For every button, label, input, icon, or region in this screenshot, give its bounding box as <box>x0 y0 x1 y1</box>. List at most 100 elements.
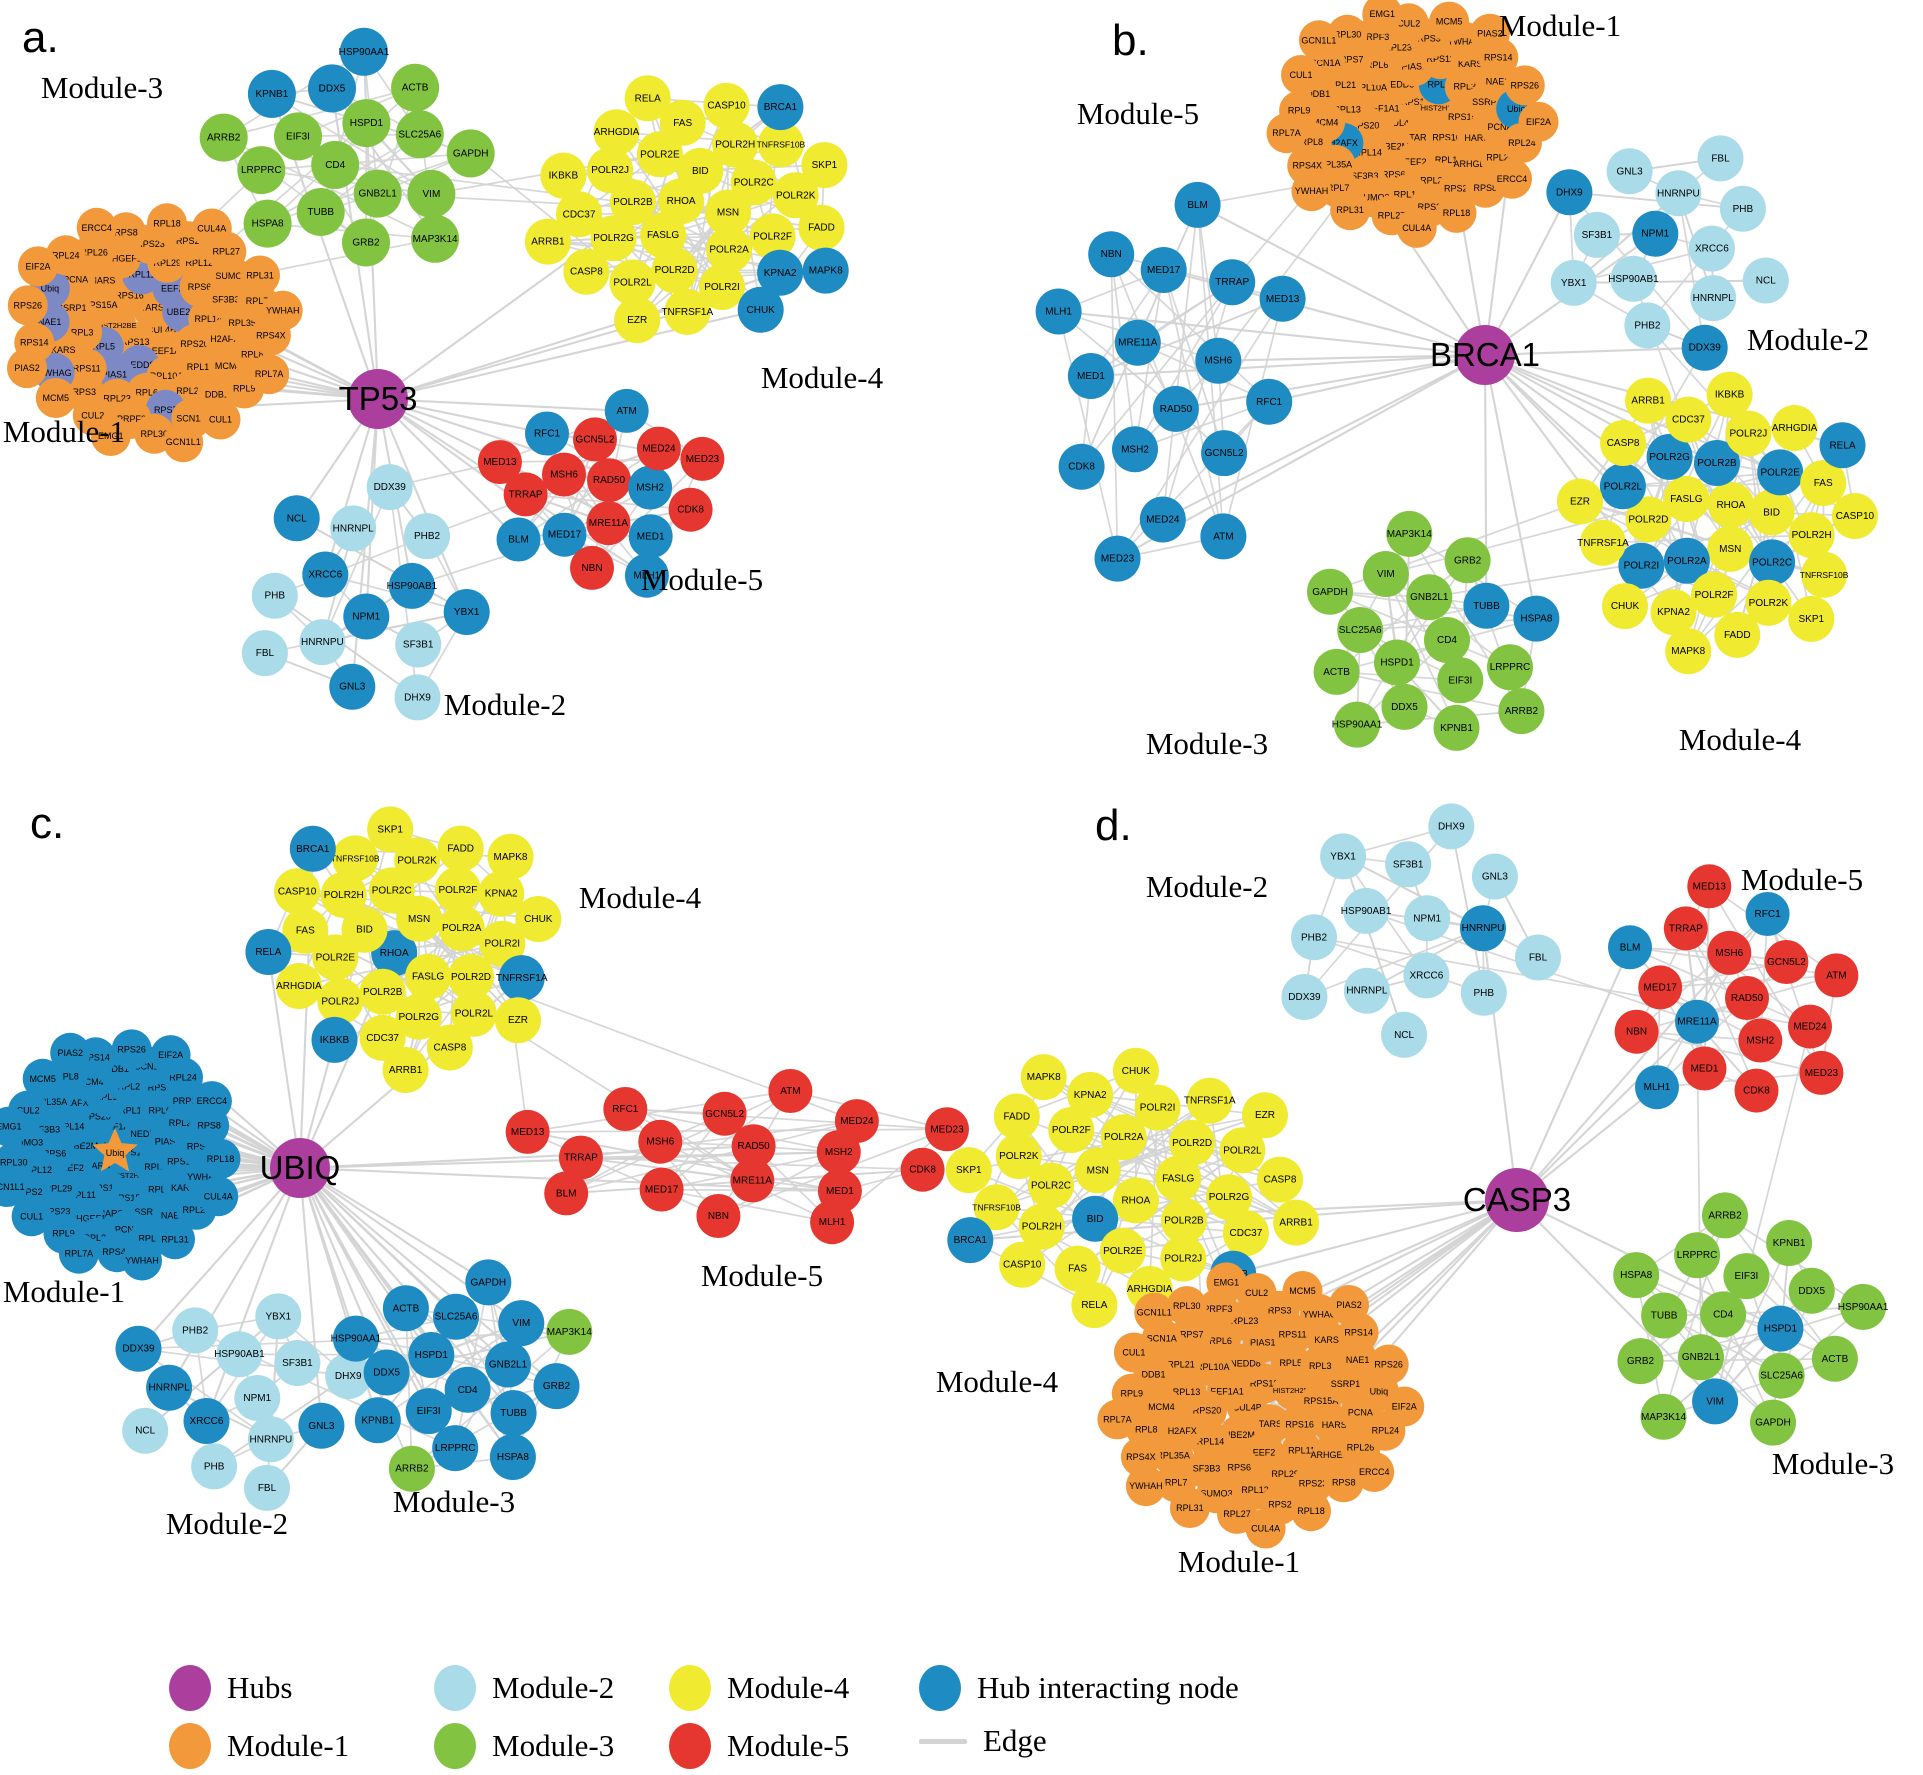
gene-label: CASP8 <box>1607 438 1640 449</box>
gene-label: RPS14 <box>20 338 49 348</box>
gene-node <box>1354 1452 1395 1492</box>
gene-label: POLR2D <box>655 265 695 276</box>
gene-label: POLR2K <box>776 190 816 201</box>
gene-label: TNFRSF10B <box>1800 570 1849 580</box>
gene-node <box>444 1366 491 1413</box>
gene-label: RPL27 <box>213 247 241 257</box>
gene-label: RPS4X <box>1126 1452 1156 1462</box>
module-label: Module-3 <box>393 1484 515 1519</box>
gene-node <box>1257 1156 1303 1203</box>
gene-node <box>1692 1378 1739 1425</box>
gene-label: EIF3I <box>1448 675 1472 686</box>
gene-label: SF3B3 <box>212 294 240 304</box>
gene-label: FBL <box>1529 953 1548 964</box>
gene-node <box>1266 113 1307 154</box>
gene-label: POLR2J <box>1164 1254 1202 1265</box>
gene-node <box>570 545 614 590</box>
gene-label: MCM5 <box>1436 17 1463 27</box>
gene-label: POLR2L <box>1223 1145 1262 1156</box>
gene-label: TRRAP <box>1215 277 1249 288</box>
gene-node <box>1139 496 1186 543</box>
module-label: Module-4 <box>936 1364 1059 1399</box>
gene-label: TRRAP <box>564 1153 598 1164</box>
gene-label: RAD50 <box>1160 404 1193 415</box>
gene-label: CASP10 <box>1003 1260 1042 1271</box>
panel-b-nodes: RAD50 MRE11A MSH6 MSH2 MED17 GCN5L2 MED1 TRRAP M… <box>1035 0 1878 761</box>
gene-label: RPL31 <box>1176 1503 1204 1513</box>
edge <box>661 1090 791 1191</box>
gene-label: RPS2 <box>176 236 200 246</box>
gene-label: PHB <box>1733 204 1754 215</box>
gene-label: MED1 <box>1691 1064 1719 1075</box>
gene-label: DDX39 <box>1689 343 1722 354</box>
gene-node <box>1406 574 1453 621</box>
gene-node <box>490 1390 537 1437</box>
gene-label: RELA <box>255 947 281 958</box>
gene-label: RFC1 <box>534 429 561 440</box>
gene-label: RPL26 <box>80 248 108 258</box>
gene-label: HSP90AB1 <box>1341 906 1392 917</box>
gene-label: RPL7A <box>1103 1414 1132 1424</box>
module-label: Module-3 <box>1772 1446 1894 1481</box>
gene-node <box>603 1087 648 1131</box>
gene-label: MAP3K14 <box>1641 1412 1686 1423</box>
gene-label: RELA <box>1829 440 1855 451</box>
gene-label: POLR2I <box>1624 561 1660 572</box>
gene-label: RPL11 <box>128 270 155 280</box>
gene-label: CD4 <box>1713 1309 1733 1320</box>
gene-label: DDX5 <box>319 83 346 94</box>
gene-node <box>1195 337 1242 384</box>
gene-label: PIAS1 <box>1250 1338 1276 1348</box>
gene-label: MCM4 <box>215 361 242 371</box>
gene-label: SUMO3 <box>215 271 247 281</box>
gene-label: RPL7 <box>246 296 269 306</box>
gene-label: RPL12 <box>186 258 214 268</box>
gene-node <box>1097 1399 1138 1440</box>
gene-node <box>1707 930 1752 975</box>
gene-label: RPL7A <box>255 369 284 379</box>
gene-label: EIF3I <box>286 131 310 142</box>
gene-label: RPL7 <box>138 1233 161 1243</box>
gene-label: RPL3 <box>71 328 94 338</box>
gene-node <box>237 146 286 195</box>
gene-label: PHB <box>265 591 286 602</box>
gene-node <box>404 513 450 560</box>
gene-label: RPL24 <box>1372 1426 1400 1436</box>
gene-node <box>586 501 631 546</box>
gene-label: GCN5L2 <box>1205 448 1244 459</box>
gene-node <box>1071 1282 1118 1329</box>
gene-node <box>1518 101 1559 142</box>
gene-label: SCN1A <box>176 414 206 424</box>
gene-label: NAE1 <box>38 317 62 327</box>
gene-node <box>359 968 406 1015</box>
gene-node <box>1663 906 1708 951</box>
gene-node <box>317 978 364 1025</box>
gene-label: MED24 <box>840 1116 874 1127</box>
gene-node <box>1617 1338 1664 1385</box>
gene-node <box>1632 210 1679 257</box>
gene-node <box>533 1363 580 1410</box>
gene-node <box>1072 1195 1119 1242</box>
gene-label: CDC37 <box>1230 1228 1263 1239</box>
gene-label: FBL <box>1711 153 1730 164</box>
gene-node <box>1580 519 1626 566</box>
edge <box>1714 1242 1790 1402</box>
gene-label: FBL <box>258 1483 277 1494</box>
gene-node <box>262 290 303 331</box>
gene-label: RPL27 <box>183 1205 211 1215</box>
gene-label: LRPPRC <box>435 1443 476 1454</box>
gene-label: EIF3I <box>417 1406 441 1417</box>
gene-label: RFC1 <box>612 1104 639 1115</box>
gene-label: RPS8 <box>197 1121 221 1131</box>
edge <box>518 447 660 541</box>
edge <box>1313 936 1485 994</box>
gene-node <box>274 868 321 915</box>
gene-label: MLH1 <box>1644 1082 1671 1093</box>
gene-label: MLH1 <box>819 1217 846 1228</box>
gene-label: PRPF3 <box>1360 32 1389 42</box>
gene-label: MAPK8 <box>1671 646 1705 657</box>
gene-node <box>604 388 649 433</box>
gene-label: POLR2A <box>709 245 749 256</box>
edge <box>1677 193 1706 348</box>
gene-node <box>768 1069 813 1113</box>
